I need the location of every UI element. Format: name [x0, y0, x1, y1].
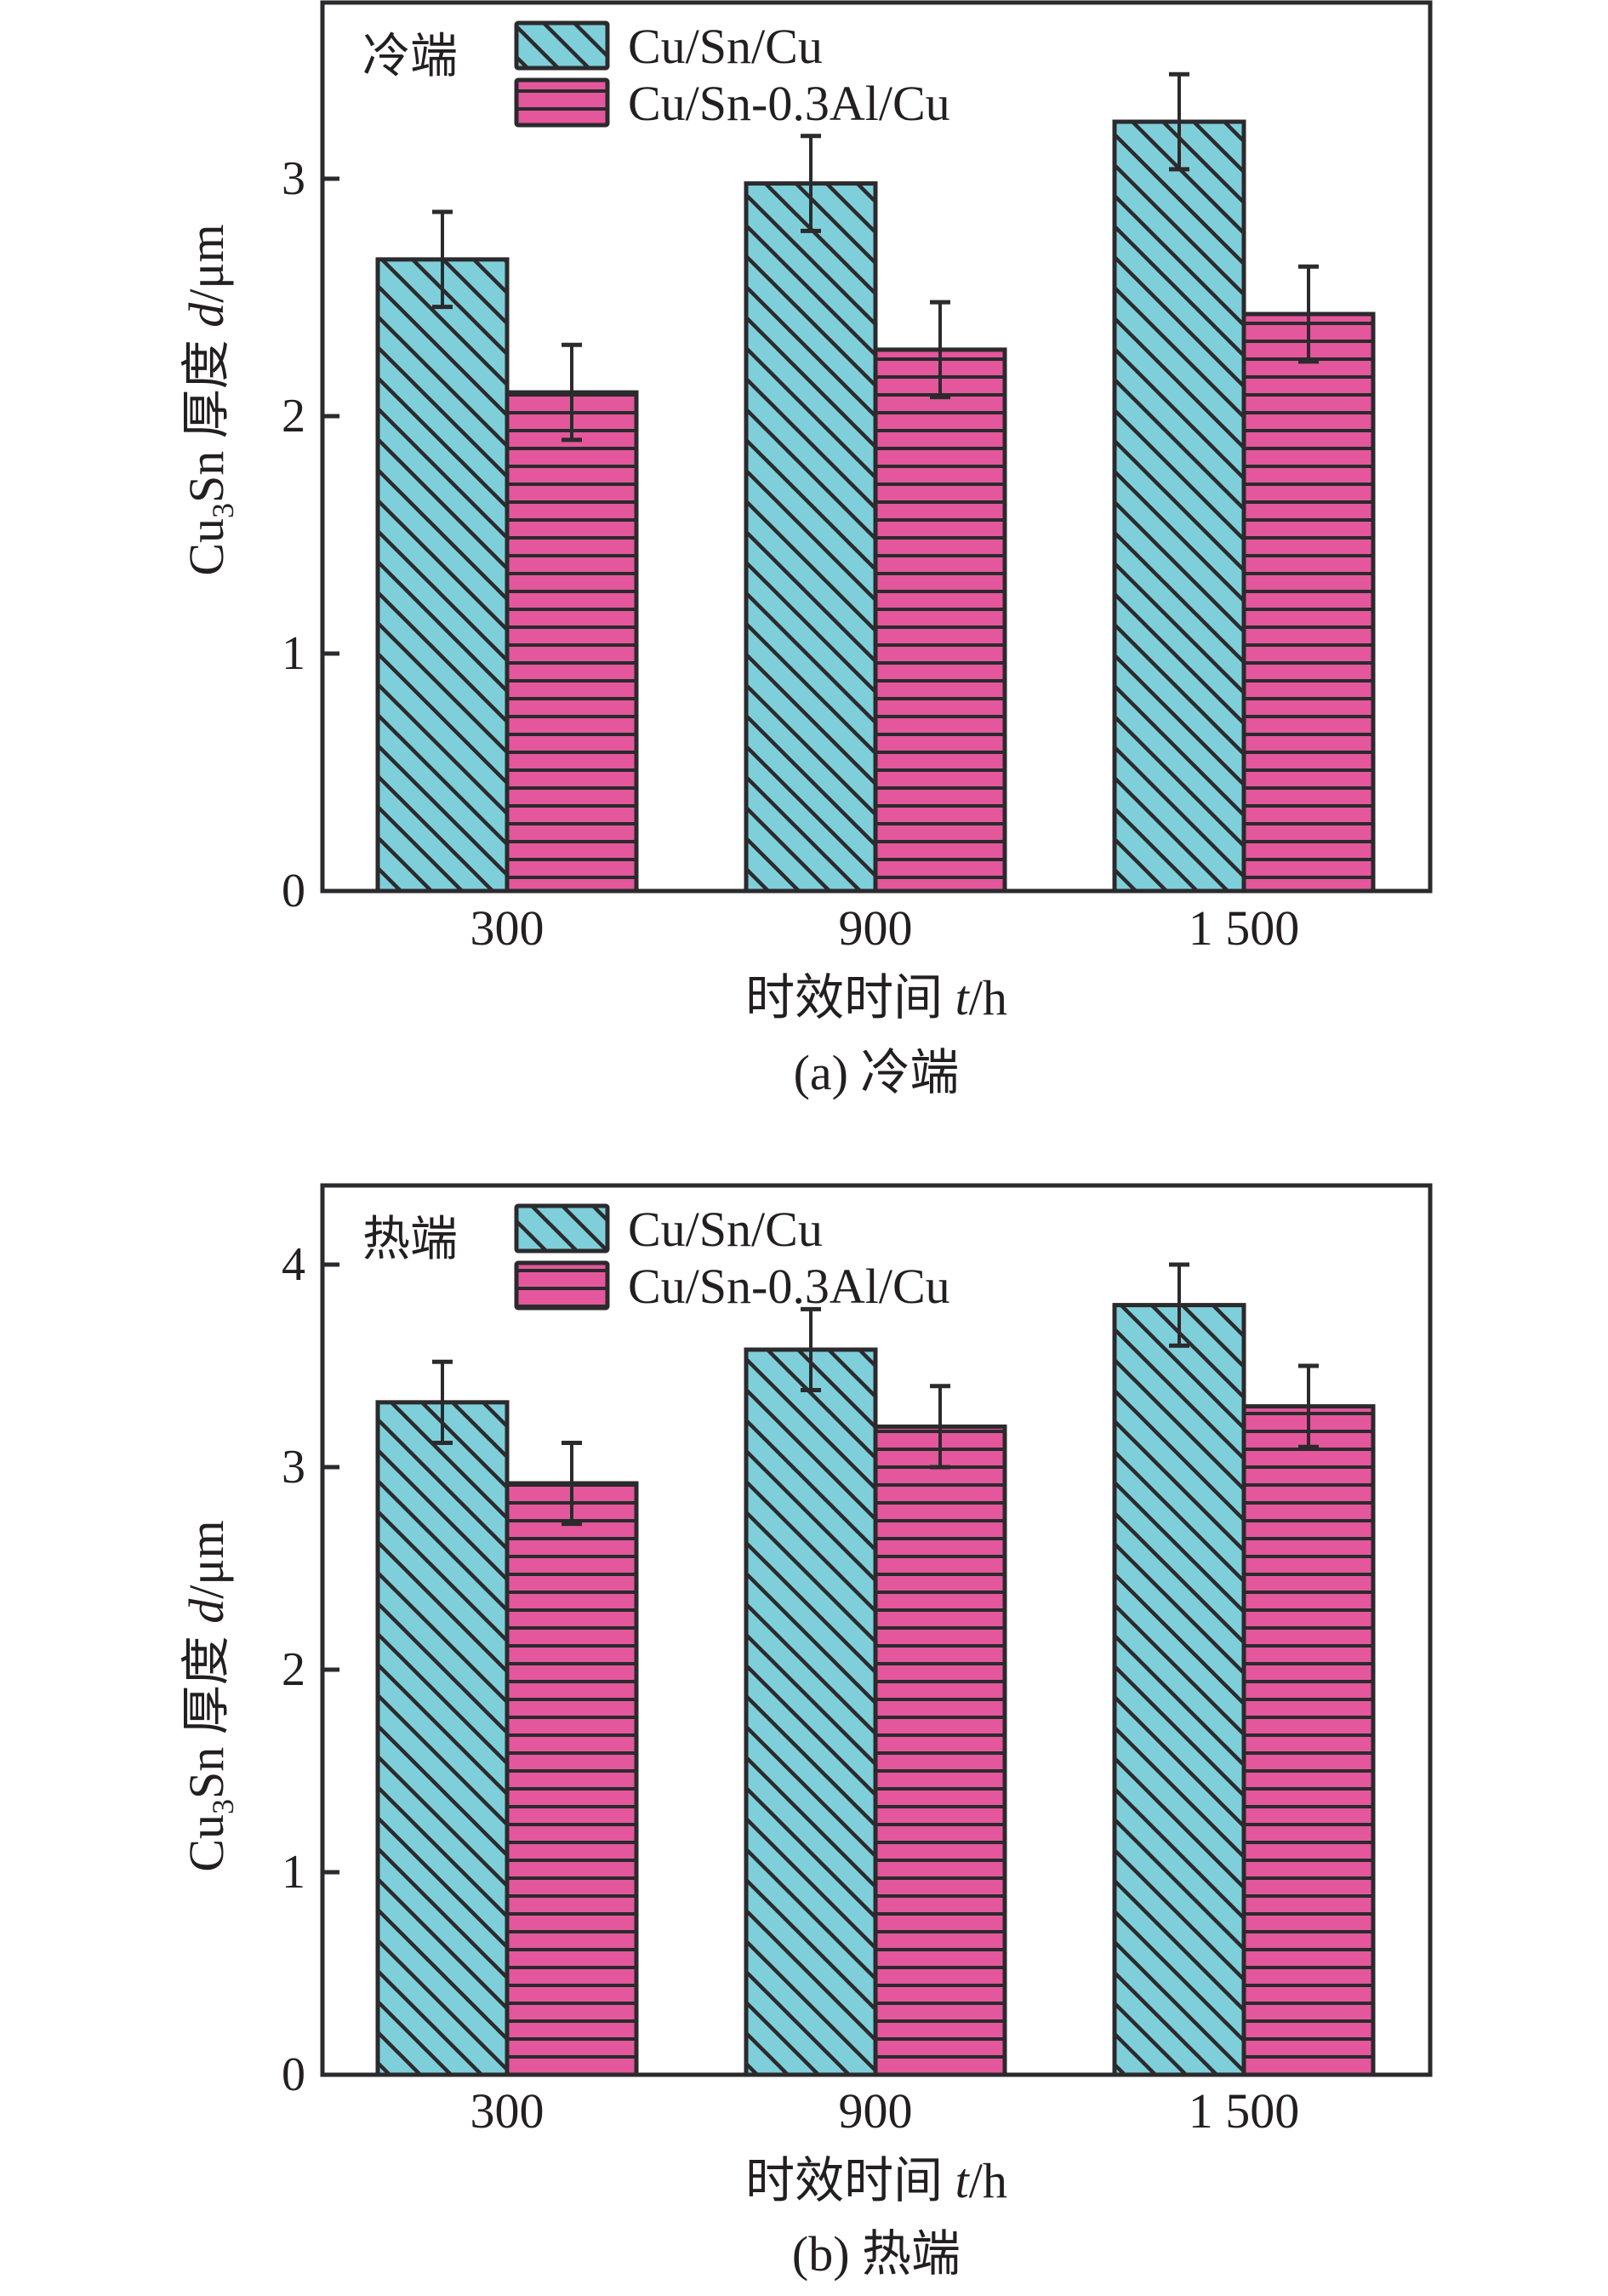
legend-label: Cu/Sn/Cu — [628, 1202, 823, 1257]
error-bar-series2-0 — [562, 342, 582, 443]
y-tick-label: 0 — [282, 865, 305, 917]
y-tick-label: 3 — [282, 152, 305, 205]
error-bar-series2-2 — [1298, 264, 1319, 364]
bar-series1-0 — [375, 257, 510, 894]
bar-series2-0 — [505, 390, 639, 894]
error-bar-series1-0 — [432, 209, 453, 310]
bar-series1-2 — [1112, 119, 1246, 894]
x-tick-label: 900 — [839, 900, 913, 956]
y-axis-label-text: Cu — [179, 518, 234, 576]
y-axis-label-text: Sn 厚度 — [179, 328, 234, 503]
bar-series1-1 — [744, 181, 878, 894]
y-tick-label: 0 — [282, 2048, 305, 2101]
error-bar-series1-2 — [1169, 71, 1189, 172]
y-tick-label: 3 — [282, 1441, 305, 1494]
y-axis-label-text: Sn 厚度 — [179, 1624, 234, 1799]
x-tick-label: 1 500 — [1189, 2083, 1300, 2139]
legend-item-series1: Cu/Sn/Cu — [514, 19, 823, 74]
bar-series2-2 — [1241, 311, 1376, 894]
legend-label: Cu/Sn/Cu — [628, 19, 823, 74]
y-tick-label: 4 — [282, 1238, 305, 1291]
x-axis-label-var: t — [955, 2153, 971, 2208]
legend-label: Cu/Sn-0.3Al/Cu — [628, 76, 950, 131]
legend-swatch-series2 — [514, 77, 610, 128]
error-bar-series1-0 — [432, 1359, 453, 1445]
error-bar-series2-2 — [1298, 1363, 1319, 1449]
error-bar-series2-1 — [930, 1384, 950, 1470]
legend-swatch-series1 — [514, 20, 610, 71]
x-tick-label: 900 — [839, 2083, 913, 2139]
bar-series2-1 — [873, 1424, 1007, 2077]
y-tick-label: 1 — [282, 627, 305, 680]
x-tick-label: 300 — [470, 900, 545, 956]
legend-swatch-series2 — [514, 1260, 610, 1311]
bar-series1-1 — [744, 1347, 878, 2077]
x-axis-label-text: 时效时间 — [745, 2153, 955, 2208]
error-bar-series1-2 — [1169, 1262, 1189, 1348]
x-axis-label-text: 时效时间 — [745, 970, 955, 1025]
plot-frame — [320, 0, 1433, 894]
y-axis-label-unit: /μm — [179, 224, 234, 302]
legend-label: Cu/Sn-0.3Al/Cu — [628, 1259, 950, 1314]
x-axis-label-unit: /h — [969, 2153, 1007, 2208]
y-axis-label-subscript: 3 — [206, 503, 240, 518]
y-axis-label-subscript: 3 — [206, 1799, 240, 1814]
panel-caption: (b) 热端 — [792, 2226, 961, 2282]
x-axis-label-unit: /h — [969, 970, 1007, 1025]
y-axis-label: Cu3Sn 厚度 d/μm — [179, 1520, 240, 1871]
error-bar-series1-1 — [801, 1306, 821, 1393]
y-tick-label: 1 — [282, 1846, 305, 1899]
y-tick-label: 2 — [282, 390, 305, 443]
plot-frame — [320, 1183, 1433, 2077]
x-tick-label: 300 — [470, 2083, 545, 2139]
error-bar-series1-1 — [801, 134, 821, 233]
panel-label: 冷端 — [362, 31, 458, 83]
y-axis-label-unit: /μm — [179, 1520, 234, 1598]
y-axis-label-text: Cu — [179, 1814, 234, 1872]
y-axis-label: Cu3Sn 厚度 d/μm — [179, 224, 240, 575]
panel-caption: (a) 冷端 — [794, 1045, 960, 1100]
y-axis-label-var: d — [179, 1598, 234, 1624]
x-axis-label: 时效时间 t/h — [745, 970, 1007, 1025]
legend-item-series1: Cu/Sn/Cu — [514, 1202, 823, 1257]
legend-item-series2: Cu/Sn-0.3Al/Cu — [514, 1259, 950, 1314]
bar-series1-2 — [1112, 1303, 1246, 2077]
error-bar-series2-1 — [930, 300, 950, 400]
x-axis-label-var: t — [955, 970, 971, 1025]
bar-series2-0 — [505, 1481, 639, 2077]
x-tick-label: 1 500 — [1189, 900, 1300, 956]
bar-series1-0 — [375, 1400, 510, 2077]
y-axis-label-var: d — [179, 302, 234, 328]
bar-series2-2 — [1241, 1404, 1376, 2077]
error-bar-series2-0 — [562, 1440, 582, 1527]
legend-item-series2: Cu/Sn-0.3Al/Cu — [514, 76, 950, 131]
x-axis-label: 时效时间 t/h — [745, 2153, 1007, 2208]
legend-swatch-series1 — [514, 1203, 610, 1254]
panel-label: 热端 — [362, 1214, 458, 1266]
y-tick-label: 2 — [282, 1643, 305, 1696]
bar-series2-1 — [873, 347, 1007, 894]
